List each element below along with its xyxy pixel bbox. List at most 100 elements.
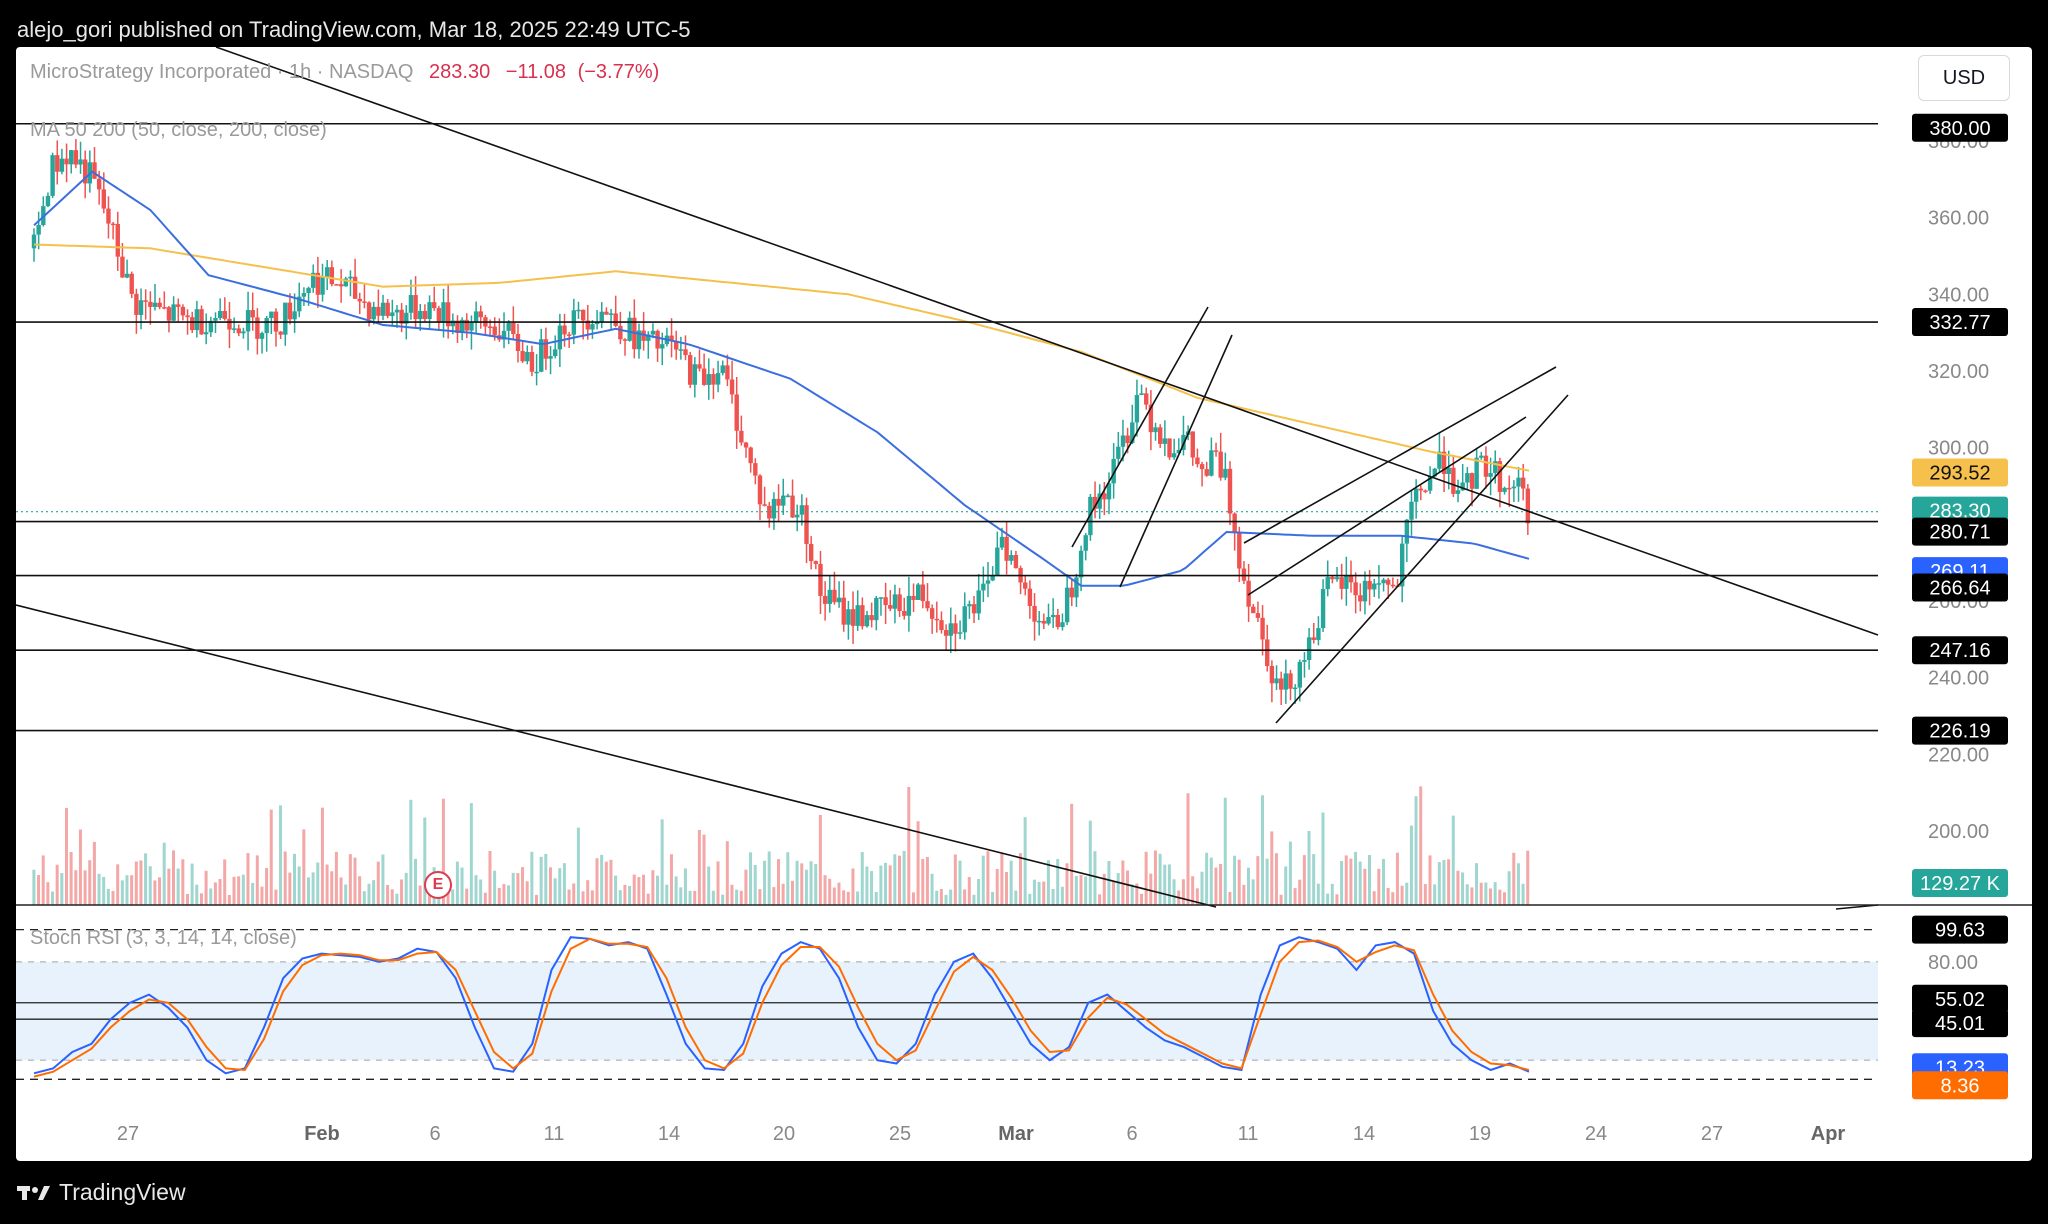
candle-body bbox=[1525, 488, 1531, 524]
volume-bar bbox=[879, 865, 883, 905]
candle-body bbox=[1441, 451, 1447, 475]
price-tag-top: 380.00 bbox=[1929, 118, 1990, 140]
candle-body bbox=[1069, 587, 1074, 598]
candle-body bbox=[1046, 617, 1051, 624]
candle-body bbox=[1427, 476, 1433, 491]
x-tick-label: 11 bbox=[544, 1123, 565, 1145]
volume-bar bbox=[865, 866, 869, 905]
volume-bar bbox=[618, 890, 622, 905]
candle-body bbox=[962, 606, 967, 633]
candle-body bbox=[1055, 614, 1061, 628]
volume-bar bbox=[455, 861, 459, 905]
price-change: −11.08 bbox=[505, 61, 567, 83]
candle-body bbox=[1306, 637, 1312, 661]
candle-body bbox=[674, 340, 679, 350]
candle-body bbox=[1292, 687, 1298, 690]
candle-body bbox=[1130, 422, 1135, 444]
price-chart-svg[interactable]: 200.00220.00240.00260.00280.00300.00320.… bbox=[16, 47, 2032, 1161]
volume-bar bbox=[1005, 872, 1009, 905]
volume-bar bbox=[1381, 858, 1385, 905]
candle-body bbox=[729, 379, 735, 395]
volume-bar bbox=[1247, 867, 1251, 905]
volume-bar bbox=[693, 890, 697, 905]
tradingview-logo[interactable]: TradingView bbox=[17, 1179, 186, 1206]
volume-bar bbox=[1135, 883, 1139, 905]
candle-body bbox=[608, 313, 614, 315]
volume-bar bbox=[1260, 795, 1264, 905]
volume-bar bbox=[772, 887, 776, 905]
volume-bar bbox=[320, 807, 324, 905]
volume-bar bbox=[1051, 888, 1055, 905]
candle-body bbox=[553, 349, 558, 357]
stoch-rsi-legend[interactable]: Stoch RSI (3, 3, 14, 14, close) bbox=[30, 927, 297, 949]
volume-bar bbox=[1293, 888, 1297, 905]
volume-bar bbox=[590, 890, 594, 905]
symbol-legend[interactable]: MicroStrategy Incorporated · 1h · NASDAQ… bbox=[30, 61, 659, 84]
volume-bar bbox=[316, 862, 320, 905]
volume-bar bbox=[651, 870, 655, 905]
volume-bar bbox=[1195, 888, 1199, 905]
candle-body bbox=[967, 604, 972, 607]
candle-body bbox=[562, 325, 567, 335]
candle-body bbox=[445, 302, 451, 327]
candle-body bbox=[371, 306, 376, 320]
volume-bar bbox=[288, 872, 292, 905]
volume-bar bbox=[586, 880, 590, 905]
x-tick-label: 6 bbox=[1126, 1123, 1137, 1145]
currency-button[interactable]: USD bbox=[1918, 55, 2010, 101]
earnings-marker[interactable]: E bbox=[424, 871, 452, 899]
volume-bar bbox=[479, 879, 483, 905]
volume-bar bbox=[767, 851, 771, 905]
volume-bar bbox=[721, 894, 725, 905]
candle-body bbox=[1144, 393, 1149, 405]
volume-bar bbox=[497, 887, 501, 905]
volume-bar bbox=[1000, 853, 1004, 905]
candle-body bbox=[1460, 482, 1465, 491]
candle-body bbox=[1423, 490, 1428, 492]
volume-bar bbox=[227, 894, 231, 905]
volume-bar bbox=[609, 859, 613, 905]
volume-bar bbox=[181, 859, 185, 905]
stoch-tag: 99.63 bbox=[1935, 920, 1985, 942]
volume-bar bbox=[1065, 863, 1069, 905]
x-tick-label: 27 bbox=[1701, 1123, 1723, 1145]
candle-body bbox=[59, 158, 65, 172]
candle-body bbox=[82, 159, 88, 184]
volume-bar bbox=[362, 891, 366, 905]
volume-bar bbox=[1526, 850, 1530, 905]
volume-bar bbox=[1340, 861, 1344, 905]
candle-body bbox=[1023, 582, 1028, 589]
candle-body bbox=[92, 162, 97, 179]
volume-bar bbox=[381, 854, 385, 905]
candle-body bbox=[706, 374, 711, 385]
candle-body bbox=[203, 332, 209, 335]
volume-bar bbox=[116, 864, 120, 905]
candle-body bbox=[1223, 468, 1228, 478]
volume-bar bbox=[688, 890, 692, 905]
candle-body bbox=[981, 583, 986, 591]
candle-body bbox=[269, 311, 274, 319]
chart-frame[interactable]: 200.00220.00240.00260.00280.00300.00320.… bbox=[16, 47, 2032, 1161]
volume-bar bbox=[1516, 863, 1520, 905]
candle-body bbox=[1218, 451, 1223, 478]
volume-bar bbox=[963, 889, 967, 905]
price-tag-bg bbox=[1912, 308, 2008, 337]
candle-body bbox=[539, 339, 544, 372]
candle-body bbox=[124, 273, 130, 278]
ma-indicator-legend[interactable]: MA 50 200 (50, close, 200, close) bbox=[30, 119, 327, 141]
volume-bar bbox=[679, 887, 683, 905]
candle-body bbox=[473, 311, 479, 322]
candle-body bbox=[1167, 438, 1172, 458]
volume-bar bbox=[474, 875, 478, 905]
candle-body bbox=[1251, 606, 1256, 614]
volume-bar bbox=[832, 887, 836, 905]
candle-body bbox=[78, 159, 83, 165]
volume-bar bbox=[614, 875, 618, 905]
volume-bar bbox=[711, 890, 715, 905]
volume-bar bbox=[1014, 890, 1018, 905]
volume-bar bbox=[102, 876, 106, 905]
candle-body bbox=[1451, 467, 1456, 494]
candle-body bbox=[650, 330, 656, 335]
candle-body bbox=[678, 349, 684, 351]
price-tag: 247.16 bbox=[1929, 640, 1990, 662]
